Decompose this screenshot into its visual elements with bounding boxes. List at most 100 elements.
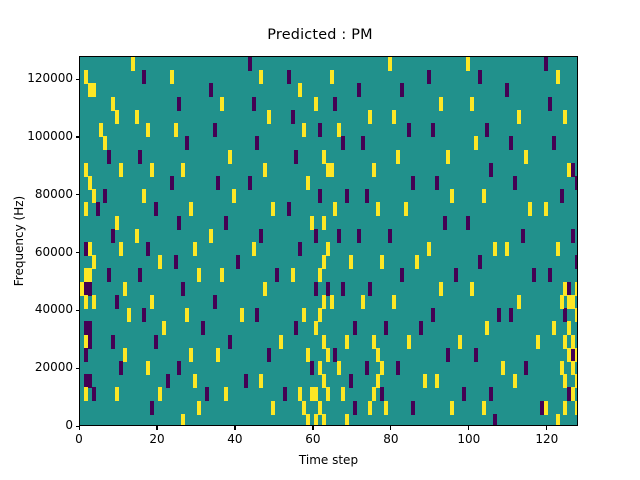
x-tick-label: 60 [305, 432, 321, 446]
heatmap-cell [255, 308, 260, 323]
heatmap-cell [559, 360, 564, 375]
heatmap-cell [146, 123, 151, 138]
heatmap-cell [310, 387, 314, 402]
heatmap-cell [341, 136, 346, 151]
heatmap-cell [247, 57, 252, 71]
heatmap-cell [165, 374, 170, 389]
heatmap-cell [317, 308, 322, 323]
heatmap-cell [407, 123, 412, 138]
heatmap-cell [313, 413, 318, 425]
y-tick-mark [75, 309, 79, 311]
heatmap-cell [118, 162, 123, 177]
y-tick-label: 100000 [27, 128, 73, 143]
heatmap-cell [212, 123, 217, 138]
heatmap-cell [87, 281, 92, 296]
heatmap-cell [571, 387, 576, 402]
heatmap-cell [321, 374, 326, 389]
heatmap-cell [329, 70, 334, 85]
heatmap-cell [150, 294, 155, 309]
heatmap-cell [298, 242, 303, 256]
heatmap-cell [555, 242, 560, 256]
heatmap-cell [181, 413, 186, 425]
heatmap-cell [399, 268, 404, 283]
x-tick-label: 40 [227, 432, 243, 446]
heatmap-cell [325, 347, 330, 362]
heatmap-cell [107, 149, 112, 164]
heatmap-cell [348, 255, 353, 270]
heatmap-cell [313, 96, 318, 111]
heatmap-cell [450, 400, 455, 415]
heatmap-cell [224, 387, 229, 402]
heatmap-cell [306, 175, 311, 190]
x-axis-label: Time step [298, 453, 359, 467]
heatmap-cell [387, 228, 392, 243]
heatmap-cell [196, 268, 201, 283]
heatmap-cell [138, 149, 143, 164]
heatmap-cell [196, 400, 201, 415]
heatmap-cell [142, 189, 147, 204]
heatmap-cell [267, 347, 272, 362]
heatmap-cell [150, 162, 155, 177]
heatmap-cell [524, 149, 529, 164]
heatmap-cell [446, 347, 451, 362]
heatmap-cell [430, 123, 435, 138]
heatmap-cell [263, 162, 268, 177]
heatmap-cell [142, 308, 147, 323]
heatmap-cell [146, 242, 151, 256]
heatmap-cell [228, 149, 233, 164]
heatmap-cell [571, 334, 576, 349]
heatmap-cell [368, 400, 373, 415]
heatmap-cell [173, 123, 178, 138]
heatmap-cell [302, 308, 307, 323]
heatmap-cell [391, 109, 396, 124]
y-tick-label: 20000 [34, 360, 73, 375]
heatmap-cell [321, 294, 326, 309]
heatmap-cell [83, 294, 88, 309]
x-tick-mark [312, 426, 314, 430]
heatmap-cell [220, 268, 225, 283]
heatmap-cell [559, 189, 564, 204]
heatmap-cell [142, 70, 147, 85]
heatmap-cell [551, 321, 556, 336]
heatmap-cell [563, 374, 568, 389]
heatmap-cell [189, 202, 194, 217]
x-tick-label: 20 [149, 432, 165, 446]
heatmap-cell [111, 228, 116, 243]
heatmap-cell [321, 255, 326, 270]
heatmap-cell [376, 202, 381, 217]
heatmap-cell [107, 268, 112, 283]
heatmap-cell [337, 228, 342, 243]
heatmap-cell [243, 374, 248, 389]
y-tick-mark [75, 367, 79, 369]
y-tick-label: 80000 [34, 186, 73, 201]
heatmap-cell [83, 162, 88, 177]
heatmap-cell [567, 321, 572, 336]
y-tick-mark [75, 252, 79, 254]
heatmap-cell [325, 387, 330, 402]
heatmap-cell [516, 109, 521, 124]
heatmap-cell [239, 308, 244, 323]
x-tick-mark [78, 426, 80, 430]
heatmap-cell [87, 268, 92, 283]
heatmap-cell [317, 189, 322, 204]
heatmap-cell [477, 70, 482, 85]
x-tick-mark [390, 426, 392, 430]
heatmap-cell [434, 175, 439, 190]
heatmap-cell [83, 202, 88, 217]
heatmap-cell [380, 255, 385, 270]
heatmap-cell [524, 360, 529, 375]
heatmap-cell [563, 308, 568, 323]
heatmap-cell [169, 70, 174, 85]
heatmap-cell [528, 202, 533, 217]
heatmap-cell [575, 308, 577, 323]
heatmap-cell [290, 109, 295, 124]
heatmap-cell [473, 347, 478, 362]
heatmap-plot-area [79, 56, 578, 426]
heatmap-cell [384, 321, 389, 336]
heatmap-cell [313, 387, 318, 402]
y-tick-mark [75, 136, 79, 138]
heatmap-cell [134, 109, 139, 124]
heatmap-cell [446, 149, 451, 164]
heatmap-cell [571, 360, 576, 375]
heatmap-cell [138, 268, 143, 283]
